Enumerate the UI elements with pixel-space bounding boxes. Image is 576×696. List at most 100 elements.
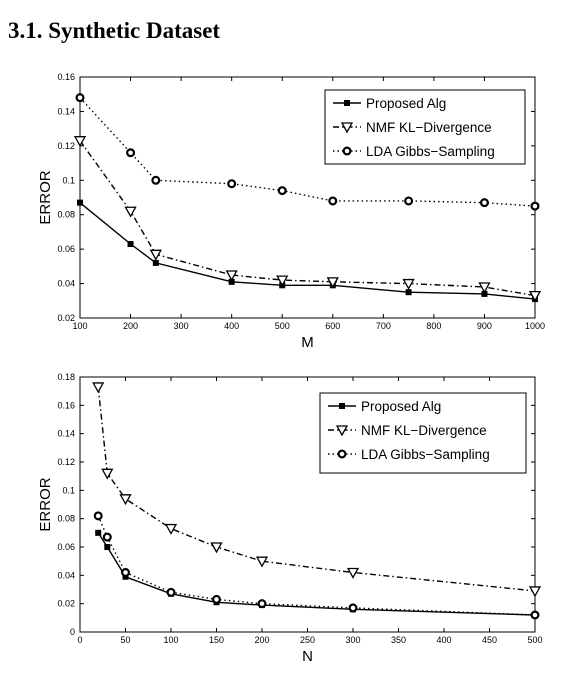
bottom-chart-series-1-point-1 <box>101 468 114 480</box>
top-chart-series-2-point-4 <box>277 186 287 196</box>
top-chart-x-tick-label: 200 <box>123 321 138 331</box>
top-chart-series-0-point-0 <box>77 199 83 206</box>
chart-error-vs-m-svg: 100 200 300 400 500 600 700 800 900 1000 0.02 0.04 0… <box>37 72 545 351</box>
bottom-chart-series-0-point-0 <box>95 529 102 536</box>
top-chart-plot-frame <box>79 76 536 319</box>
top-chart-series-1-point-4 <box>276 275 289 287</box>
bottom-chart-x-tick-label: 50 <box>120 635 130 645</box>
bottom-chart-series-1-point-6 <box>346 567 360 579</box>
top-chart-x-axis-label: M <box>301 334 314 351</box>
bottom-chart-x-tick-label: 100 <box>163 635 178 645</box>
bottom-chart-series-2-point-1 <box>102 532 112 542</box>
bottom-chart-series-2-point-0 <box>93 511 103 521</box>
top-chart-series-0-point-3 <box>228 278 235 285</box>
top-chart-legend-label-2: LDA Gibbs−Sampling <box>366 144 495 159</box>
top-chart-series-1-point-3 <box>225 270 238 282</box>
top-chart-x-tick-label: 1000 <box>525 321 545 331</box>
bottom-chart-x-tick-label: 300 <box>345 635 360 645</box>
top-chart-x-tick-label: 600 <box>325 321 340 331</box>
top-chart-x-tick-label: 300 <box>174 321 189 331</box>
bottom-chart-series-1-point-2 <box>119 494 132 506</box>
bottom-chart-y-tick-label: 0.16 <box>57 400 75 410</box>
bottom-chart-x-tick-label: 150 <box>209 635 224 645</box>
chart-error-vs-n: 0 50 100 150 200 250 300 350 400 450 500 0 0.02 0.04 0… <box>0 362 576 674</box>
bottom-chart-y-tick-label: 0.06 <box>57 542 75 552</box>
top-chart-legend-2-point-legend <box>342 146 352 156</box>
bottom-chart-series-1-point-3 <box>164 523 178 535</box>
bottom-chart-y-tick-label: 0.12 <box>57 457 75 467</box>
bottom-chart-x-tick-label: 0 <box>77 635 82 645</box>
top-chart-series-0-point-7 <box>481 290 488 297</box>
bottom-chart-x-tick-label: 200 <box>254 635 269 645</box>
top-chart-series-1-point-0 <box>73 136 87 148</box>
top-chart-series-2-point-2 <box>151 175 161 185</box>
top-chart-series-2-point-1 <box>126 148 136 158</box>
bottom-chart-series-1-point-0 <box>92 382 105 394</box>
bottom-chart-y-tick-label: 0.18 <box>57 372 75 382</box>
section-title: 3.1. Synthetic Dataset <box>8 18 221 43</box>
chart-error-vs-n-svg: 0 50 100 150 200 250 300 350 400 450 500 0 0.02 0.04 0… <box>37 372 543 665</box>
bottom-chart-legend-2-point-legend <box>337 449 347 459</box>
top-chart-series-0-point-2 <box>152 259 159 266</box>
bottom-chart-series-2-line <box>97 515 536 616</box>
bottom-chart-series-2-point-5 <box>257 599 267 609</box>
bottom-chart-legend-label-2: LDA Gibbs−Sampling <box>361 447 490 462</box>
bottom-chart-series-2-point-2 <box>120 568 130 578</box>
bottom-chart-y-tick-label: 0.1 <box>62 485 75 495</box>
bottom-chart-legend-1-point-legend <box>335 425 349 437</box>
bottom-chart-legend-label-0: Proposed Alg <box>361 399 441 414</box>
bottom-chart-y-tick-label: 0 <box>70 627 75 637</box>
top-chart-series-1-point-5 <box>326 277 339 289</box>
top-chart-y-tick-label: 0.04 <box>57 279 75 289</box>
top-chart-y-axis-label: ERROR <box>37 170 54 224</box>
top-chart-series-1-point-6 <box>402 278 415 290</box>
top-chart-x-tick-label: 700 <box>376 321 391 331</box>
top-chart-x-tick-label: 900 <box>477 321 492 331</box>
top-chart-series-0-point-1 <box>127 240 134 247</box>
top-chart-series-1-point-8 <box>528 290 542 302</box>
top-chart-legend-label-1: NMF KL−Divergence <box>366 120 492 135</box>
bottom-chart-series-0-line <box>97 532 536 616</box>
top-chart-legend-0-point-legend <box>344 100 350 106</box>
top-chart-series-2-point-7 <box>479 198 489 208</box>
top-chart-series-1-point-7 <box>478 282 491 294</box>
bottom-chart-series-1-point-7 <box>528 586 542 598</box>
top-chart-legend-1-point-legend <box>340 122 354 134</box>
bottom-chart-legend-label-1: NMF KL−Divergence <box>361 423 487 438</box>
top-chart-y-tick-label: 0.12 <box>57 141 75 151</box>
bottom-chart-x-tick-label: 500 <box>527 635 542 645</box>
top-chart-series-1-point-2 <box>149 249 162 261</box>
bottom-chart-series-2-point-7 <box>530 610 540 620</box>
top-chart-y-tick-label: 0.14 <box>57 106 75 116</box>
top-chart-y-tick-label: 0.06 <box>57 244 75 254</box>
bottom-chart-x-tick-label: 250 <box>300 635 315 645</box>
bottom-chart-series-1-point-4 <box>210 542 223 554</box>
bottom-chart-y-tick-label: 0.08 <box>57 514 75 524</box>
bottom-chart-series-2-point-3 <box>166 587 176 597</box>
top-chart-legend-label-0: Proposed Alg <box>366 96 446 111</box>
top-chart-series-1-point-1 <box>124 206 137 218</box>
bottom-chart-y-axis-label: ERROR <box>37 477 54 531</box>
top-chart-series-2-point-0 <box>75 93 85 103</box>
top-chart-series-2-point-6 <box>404 196 414 206</box>
bottom-chart-series-2-point-6 <box>348 603 358 613</box>
top-chart-y-tick-label: 0.02 <box>57 313 75 323</box>
top-chart-series-2-point-3 <box>227 179 237 189</box>
bottom-chart-series-1-point-5 <box>255 556 269 568</box>
bottom-chart-x-tick-label: 450 <box>482 635 497 645</box>
top-chart-series-2-point-8 <box>530 201 540 211</box>
top-chart-series-0-line <box>79 202 536 300</box>
bottom-chart-y-tick-label: 0.04 <box>57 570 75 580</box>
bottom-chart-x-tick-label: 400 <box>436 635 451 645</box>
chart-error-vs-m: 100 200 300 400 500 600 700 800 900 1000 0.02 0.04 0… <box>0 60 576 360</box>
top-chart-series-0-point-6 <box>405 289 412 296</box>
top-chart-x-tick-label: 500 <box>275 321 290 331</box>
bottom-chart-legend-0-point-legend <box>339 403 345 409</box>
bottom-chart-y-tick-label: 0.14 <box>57 429 75 439</box>
bottom-chart-series-0-point-1 <box>104 544 111 550</box>
top-chart-y-tick-label: 0.08 <box>57 210 75 220</box>
top-chart-x-tick-label: 400 <box>224 321 239 331</box>
top-chart-y-tick-label: 0.1 <box>62 175 75 185</box>
top-chart-y-tick-label: 0.16 <box>57 72 75 82</box>
top-chart-x-tick-label: 100 <box>72 321 87 331</box>
